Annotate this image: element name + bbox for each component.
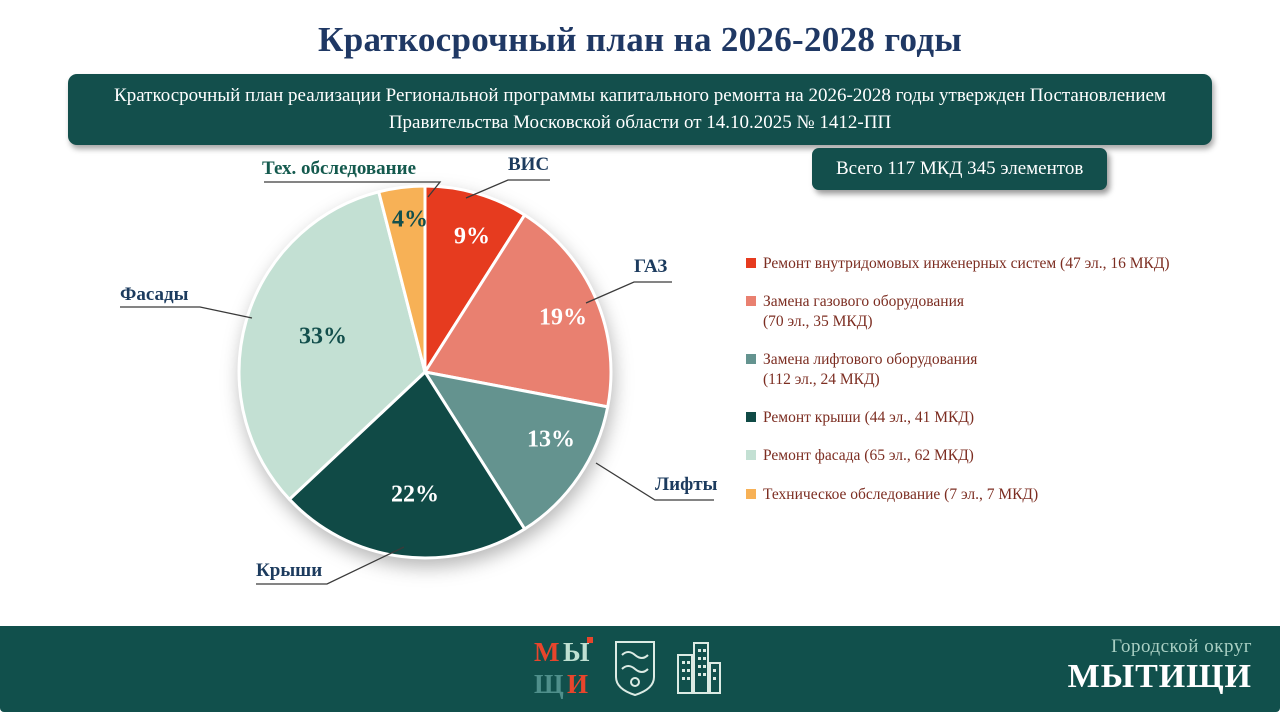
legend-label-lifty: Замена лифтового оборудования (112 эл., … bbox=[763, 351, 978, 388]
svg-text:М: М bbox=[534, 637, 559, 667]
pct-label-fasady: 33% bbox=[299, 323, 347, 350]
legend: Ремонт внутридомовых инженерных систем (… bbox=[746, 254, 1216, 504]
legend-item-lifty: Замена лифтового оборудования (112 эл., … bbox=[746, 350, 1216, 389]
svg-text:И: И bbox=[567, 669, 588, 699]
mytishchi-brand-logo: М Ы Щ И bbox=[534, 637, 593, 699]
svg-text:Щ: Щ bbox=[534, 669, 564, 699]
pct-label-gaz: 19% bbox=[539, 304, 587, 331]
legend-label-tech: Техническое обследование (7 эл., 7 МКД) bbox=[763, 485, 1039, 503]
mytishchi-coat-of-arms bbox=[615, 641, 655, 697]
legend-item-fasady: Ремонт фасада (65 эл., 62 МКД) bbox=[746, 446, 1216, 465]
legend-swatch-kryshi bbox=[746, 411, 756, 422]
slice-label-lifty: Лифты bbox=[655, 474, 718, 495]
footer: М Ы Щ И bbox=[0, 626, 1280, 712]
footer-logos: М Ы Щ И bbox=[533, 635, 723, 701]
pct-label-vis: 9% bbox=[454, 223, 490, 250]
legend-label-fasady: Ремонт фасада (65 эл., 62 МКД) bbox=[763, 447, 974, 465]
pct-label-lifty: 13% bbox=[527, 426, 575, 453]
legend-item-gaz: Замена газового оборудования (70 эл., 35… bbox=[746, 292, 1216, 331]
legend-swatch-lifty bbox=[746, 354, 756, 365]
slice-label-gaz: ГАЗ bbox=[634, 256, 668, 277]
legend-item-kryshi: Ремонт крыши (44 эл., 41 МКД) bbox=[746, 408, 1216, 427]
footer-text: Городской округ МЫТИЩИ bbox=[1068, 636, 1252, 695]
slice-label-vis: ВИС bbox=[508, 154, 550, 175]
legend-swatch-fasady bbox=[746, 450, 756, 461]
legend-item-vis: Ремонт внутридомовых инженерных систем (… bbox=[746, 254, 1216, 273]
pie-slice-4 bbox=[237, 190, 427, 501]
pct-label-tech: 4% bbox=[392, 206, 428, 233]
legend-swatch-tech bbox=[746, 488, 756, 499]
pie-svg bbox=[237, 184, 613, 560]
slice-label-fasady: Фасады bbox=[120, 284, 189, 305]
slice-label-kryshi: Крыши bbox=[256, 560, 323, 581]
page-title: Краткосрочный план на 2026-2028 годы bbox=[318, 20, 962, 59]
pie-slice-2 bbox=[423, 370, 610, 531]
total-badge: Всего 117 МКД 345 элементов bbox=[812, 148, 1108, 190]
decree-banner-line2: Правительства Московской области от 14.1… bbox=[388, 111, 892, 133]
legend-label-gaz: Замена газового оборудования (70 эл., 35… bbox=[763, 293, 965, 330]
legend-item-tech: Техническое обследование (7 эл., 7 МКД) bbox=[746, 485, 1216, 504]
city-buildings-icon bbox=[677, 642, 721, 694]
pct-label-kryshi: 22% bbox=[391, 481, 439, 508]
legend-label-vis: Ремонт внутридомовых инженерных систем (… bbox=[763, 255, 1170, 272]
legend-swatch-vis bbox=[746, 258, 756, 268]
city-name: МЫТИЩИ bbox=[1067, 658, 1252, 695]
legend-swatch-gaz bbox=[746, 296, 756, 307]
decree-banner: Краткосрочный план реализации Региональн… bbox=[68, 74, 1212, 146]
district-label: Городской округ bbox=[1111, 636, 1252, 657]
legend-label-kryshi: Ремонт крыши (44 эл., 41 МКД) bbox=[763, 408, 975, 426]
slice-label-tech-obsledovanie: Тех. обследование bbox=[262, 158, 417, 179]
pie-chart: Тех. обследование ВИС ГАЗ Лифты Крыши Фа… bbox=[0, 140, 760, 620]
decree-banner-line1: Краткосрочный план реализации Региональн… bbox=[114, 85, 1166, 106]
svg-text:Ы: Ы bbox=[563, 637, 590, 667]
